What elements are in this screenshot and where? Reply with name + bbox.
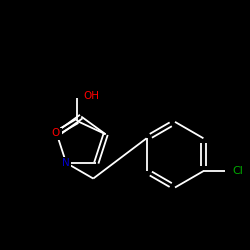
Text: Cl: Cl — [232, 166, 243, 176]
Text: N: N — [53, 129, 61, 139]
Text: N: N — [62, 158, 70, 168]
Text: OH: OH — [83, 91, 99, 101]
Text: O: O — [51, 128, 60, 138]
